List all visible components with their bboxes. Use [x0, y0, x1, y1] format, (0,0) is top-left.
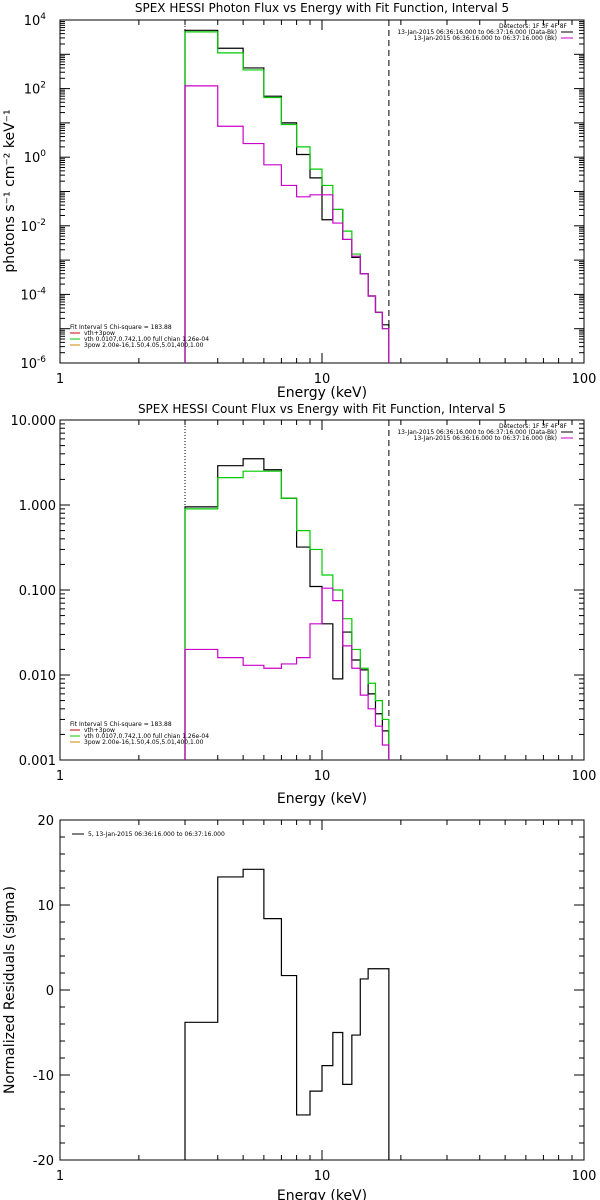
black-series-line: [184, 29, 390, 363]
photon-flux-panel: SPEX HESSI Photon Flux vs Energy with Fi…: [2, 1, 596, 401]
x-tick-label: 10: [314, 372, 331, 387]
photon-flux-y-tick-labels: 10-6 10-4 10-2 100 102 104: [20, 12, 46, 372]
green-series-line: [184, 470, 390, 760]
fit-legend-header: Fit Interval 5 Chi-square = 183.88: [70, 324, 172, 331]
y-tick-label: 20: [37, 814, 54, 829]
x-tick-label: 1: [56, 769, 64, 784]
photon-flux-ticks: [60, 20, 584, 364]
residuals-x-tick-labels: 1 10 100: [56, 1169, 597, 1184]
count-flux-ticks: [60, 420, 584, 761]
residuals-y-axis-label: Normalized Residuals (sigma): [2, 886, 18, 1094]
photon-flux-y-axis-label: photons s⁻¹ cm⁻² keV⁻¹: [2, 109, 18, 272]
y-tick-label: 100: [24, 149, 47, 166]
header-legend-text: 13-Jan-2015 06:36:16.000 to 06:37:16.000…: [397, 29, 557, 36]
fit-legend-text: vth+3pow: [84, 330, 115, 337]
magenta-series-line: [184, 587, 390, 760]
photon-flux-x-tick-labels: 1 10 100: [56, 372, 597, 387]
y-tick-label: 10-2: [20, 218, 46, 235]
y-tick-label: 104: [24, 12, 47, 29]
x-tick-label: 100: [572, 1169, 597, 1184]
count-flux-panel: SPEX HESSI Count Flux vs Energy with Fit…: [11, 402, 597, 807]
count-flux-series: [184, 420, 390, 760]
y-tick-label: 1.000: [19, 499, 56, 514]
count-flux-y-tick-labels: 0.001 0.010 0.100 1.000 10.000: [11, 414, 57, 769]
x-tick-label: 100: [572, 769, 597, 784]
fit-legend-text: 3pow 2.00e-16,1.50,4.05,5.01,400,1.00: [84, 739, 204, 746]
magenta-series-line: [184, 85, 390, 363]
residuals-frame: [59, 819, 585, 1161]
residuals-ticks: [60, 819, 584, 1161]
detectors-label: Detectors: 1F 3F 4F 8F: [499, 23, 568, 30]
x-tick-label: 10: [314, 1169, 331, 1184]
y-tick-label: 102: [24, 81, 46, 98]
header-legend-text: 13-Jan-2015 06:36:16.000 to 06:37:16.000…: [414, 35, 557, 42]
fit-legend-text: vth 0.0107,0.742,1.00 full chian 1.26e-0…: [84, 733, 209, 740]
green-series-line: [184, 31, 390, 363]
x-tick-label: 100: [572, 372, 597, 387]
residuals-legend-text: 5, 13-Jan-2015 06:36:16.000 to 06:37:16.…: [88, 831, 225, 838]
y-tick-label: -10: [33, 1069, 54, 1084]
y-tick-label: 0.100: [19, 584, 56, 599]
x-tick-label: 1: [56, 1169, 64, 1184]
x-tick-label: 1: [56, 372, 64, 387]
y-tick-label: -20: [33, 1154, 54, 1169]
y-tick-label: 10.000: [11, 414, 57, 429]
header-legend-text: 13-Jan-2015 06:36:16.000 to 06:37:16.000…: [397, 429, 557, 436]
residuals-legend: 5, 13-Jan-2015 06:36:16.000 to 06:37:16.…: [72, 831, 225, 838]
y-tick-label: 10-4: [20, 286, 46, 303]
photon-flux-series: [184, 20, 390, 363]
fit-legend-text: vth+3pow: [84, 727, 115, 734]
count-flux-title: SPEX HESSI Count Flux vs Energy with Fit…: [138, 402, 506, 416]
residuals-series: [184, 868, 390, 1160]
black-series-line: [184, 868, 390, 1160]
residuals-panel: -20 -10 0 10 20 1 10 100 5, 13-Jan-2015 06:36:…: [2, 814, 596, 1200]
y-tick-label: 10: [37, 899, 54, 914]
header-legend-text: 13-Jan-2015 06:36:16.000 to 06:37:16.000…: [414, 435, 557, 442]
residuals-y-tick-labels: -20 -10 0 10 20: [33, 814, 54, 1169]
photon-flux-x-axis-label: Energy (keV): [277, 385, 367, 401]
count-flux-x-axis-label: Energy (keV): [277, 791, 367, 807]
y-tick-label: 10-6: [20, 355, 46, 372]
y-tick-label: 0: [46, 984, 54, 999]
x-tick-label: 10: [314, 769, 331, 784]
black-series-line: [184, 458, 390, 760]
fit-legend-header: Fit Interval 5 Chi-square = 183.88: [70, 721, 172, 728]
fit-legend-text: 3pow 2.00e-16,1.50,4.05,5.01,400,1.00: [84, 342, 204, 349]
detectors-label: Detectors: 1F 3F 4F 8F: [499, 423, 568, 430]
fit-legend-text: vth 0.0107,0.742,1.00 full chian 1.26e-0…: [84, 336, 209, 343]
photon-flux-title: SPEX HESSI Photon Flux vs Energy with Fi…: [135, 1, 509, 15]
y-tick-label: 0.010: [19, 669, 56, 684]
residuals-x-axis-label: Energy (keV): [277, 1188, 367, 1200]
count-flux-x-tick-labels: 1 10 100: [56, 769, 597, 784]
y-tick-label: 0.001: [19, 754, 56, 769]
